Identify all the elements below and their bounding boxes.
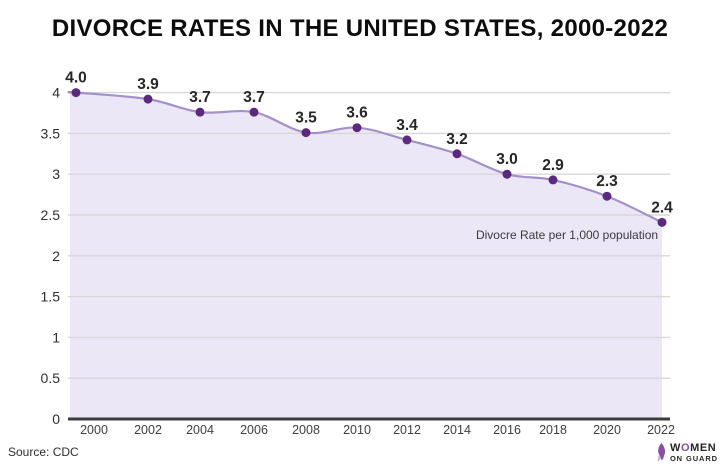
y-axis-label: 4: [52, 85, 60, 101]
y-axis-label: 0: [52, 411, 60, 427]
ribbon-icon: [657, 443, 666, 462]
y-axis-label: 2: [52, 248, 60, 264]
data-point-label: 3.6: [346, 105, 368, 122]
data-point: [502, 169, 512, 179]
data-point-label: 3.0: [496, 151, 518, 168]
data-point: [195, 107, 205, 117]
logo-text: WOMEN ON GUARD: [669, 442, 718, 463]
x-axis-label: 2020: [593, 423, 621, 437]
x-axis-label: 2014: [443, 423, 471, 437]
annotation-label: Divocre Rate per 1,000 population: [476, 228, 658, 242]
y-axis-label: 3: [52, 166, 60, 182]
x-axis-label: 2016: [493, 423, 521, 437]
data-point-label: 3.2: [446, 131, 468, 148]
data-point: [249, 107, 259, 117]
data-point: [657, 217, 667, 227]
data-point: [548, 175, 558, 185]
x-axis-label: 2022: [647, 423, 675, 437]
data-point: [143, 94, 153, 104]
logo-o-mark: O: [680, 442, 691, 455]
x-axis-label: 2010: [343, 423, 371, 437]
x-axis-label: 2018: [539, 423, 567, 437]
data-point: [71, 88, 81, 98]
x-axis-label: 2012: [393, 423, 421, 437]
y-axis-label: 0.5: [41, 370, 61, 386]
logo-tagline: ON GUARD: [669, 453, 718, 463]
y-axis-label: 3.5: [41, 125, 61, 141]
x-axis-label: 2004: [186, 423, 214, 437]
data-point: [452, 149, 462, 159]
x-axis-label: 2006: [240, 423, 268, 437]
y-axis-label: 2.5: [41, 207, 61, 223]
logo: WOMEN ON GUARD: [655, 443, 718, 463]
data-point-label: 4.0: [65, 70, 87, 87]
data-point-label: 2.3: [596, 173, 618, 190]
x-axis-label: 2000: [80, 423, 108, 437]
data-point-label: 3.9: [137, 76, 159, 93]
logo-name: WOMEN: [669, 442, 717, 455]
source-note: Source: CDC: [8, 445, 79, 459]
y-axis-label: 1: [52, 329, 60, 345]
x-axis-label: 2002: [134, 423, 162, 437]
data-point-label: 2.9: [542, 157, 564, 174]
data-point-label: 3.5: [295, 110, 317, 127]
x-axis-label: 2008: [292, 423, 320, 437]
y-axis-label: 1.5: [41, 289, 61, 305]
data-point-label: 3.7: [243, 89, 265, 106]
data-point: [402, 135, 412, 145]
data-point: [301, 128, 311, 138]
page-title: DIVORCE RATES IN THE UNITED STATES, 2000…: [51, 15, 669, 42]
data-point: [352, 123, 362, 133]
data-point-label: 3.7: [189, 89, 211, 106]
data-point-label: 3.4: [396, 117, 418, 134]
data-point: [602, 191, 612, 201]
data-point-label: 2.4: [651, 199, 673, 216]
